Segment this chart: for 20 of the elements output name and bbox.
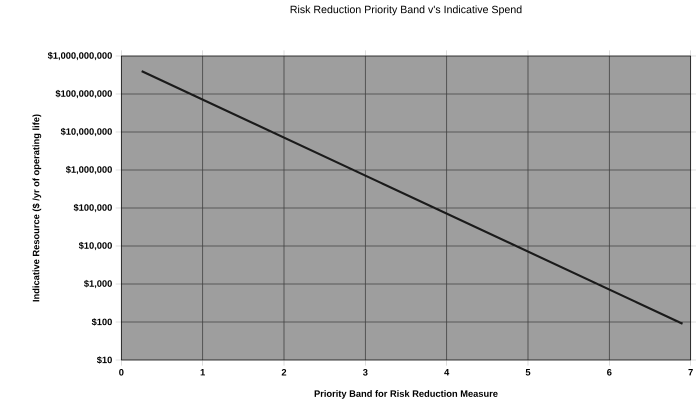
x-tick-label: 4 [444, 369, 450, 376]
y-tick-label: $1,000 [84, 280, 112, 288]
x-tick-label: 7 [688, 369, 693, 376]
y-axis-title: Indicative Resource ($ /yr of operating life) [32, 114, 42, 302]
x-tick-label: 2 [282, 369, 286, 376]
chart-title: Risk Reduction Priority Band v's Indicative Spend [290, 5, 522, 16]
y-tick-label: $10,000,000 [60, 128, 112, 136]
y-tick-label: $10 [96, 356, 112, 364]
x-tick-label: 6 [607, 369, 612, 376]
x-axis-title: Priority Band for Risk Reduction Measure [314, 390, 498, 399]
x-tick-label: 1 [200, 369, 205, 376]
y-tick-label: $10,000 [78, 242, 112, 250]
x-tick-label: 5 [526, 369, 530, 376]
y-tick-label: $1,000,000 [66, 166, 112, 174]
y-tick-label: $100,000 [74, 204, 112, 212]
y-tick-label: $100 [92, 318, 112, 326]
y-tick-label: $100,000,000 [56, 90, 112, 98]
y-tick-label: $1,000,000,000 [48, 52, 112, 60]
x-tick-label: 3 [362, 369, 368, 376]
x-tick-label: 0 [119, 369, 124, 376]
